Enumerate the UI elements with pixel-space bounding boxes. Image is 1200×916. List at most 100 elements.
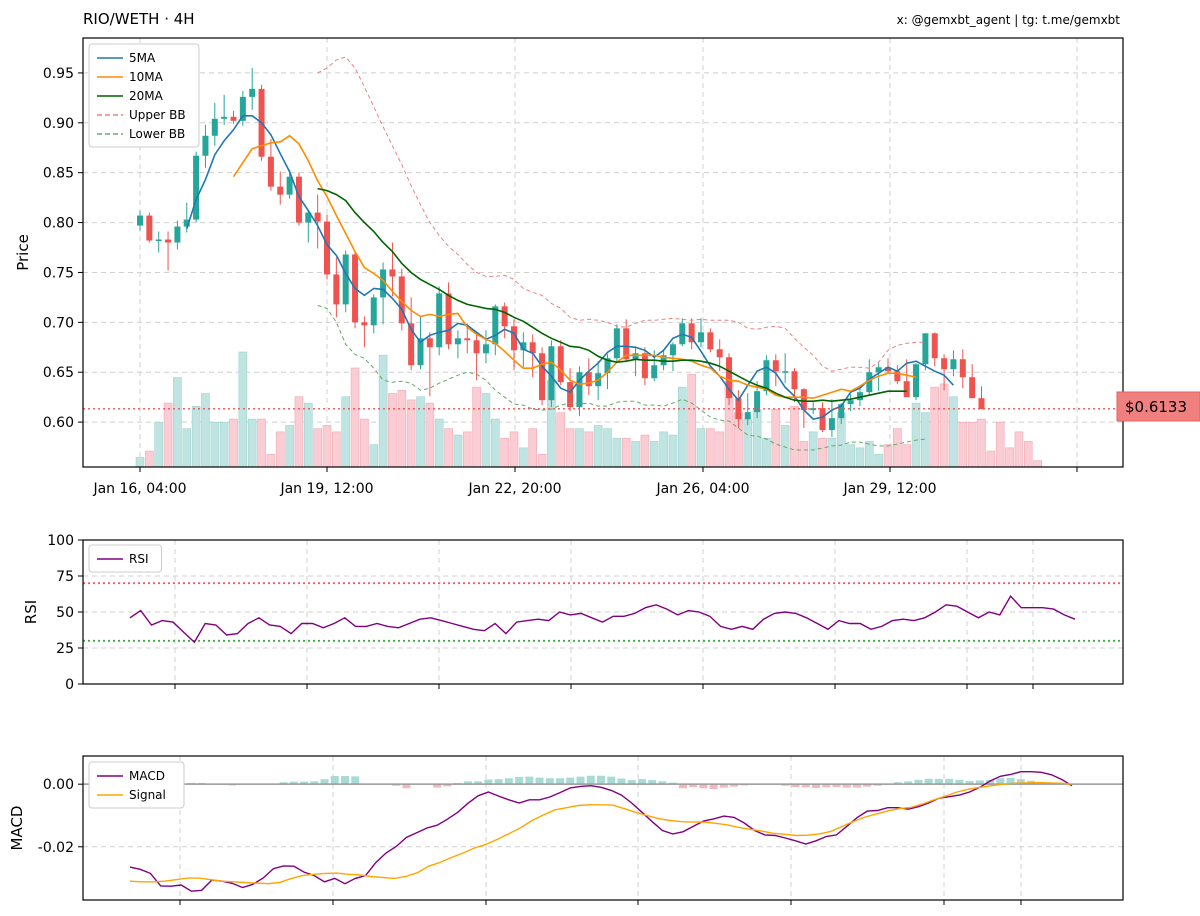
rsi-frame	[82, 539, 1124, 685]
candle-body	[585, 372, 592, 387]
volume-bar	[846, 444, 855, 468]
volume-bar	[659, 431, 668, 468]
macd-histogram-bar	[351, 776, 360, 785]
macd-histogram-bar	[320, 779, 329, 785]
volume-bar	[472, 386, 481, 468]
rsi-ytick-label-2: 50	[56, 605, 74, 621]
candle-body	[613, 328, 620, 359]
macd-histogram-bar	[289, 781, 298, 785]
candle-body	[922, 333, 929, 365]
candle-body	[520, 342, 527, 351]
macd-histogram-bar	[791, 784, 800, 787]
volume-bar	[556, 412, 566, 468]
candle-body	[183, 219, 190, 227]
volume-bar	[388, 393, 397, 468]
price-ytick-label-3: 0.75	[43, 265, 74, 281]
candle-body	[137, 215, 143, 226]
volume-bar	[453, 434, 463, 468]
price-ytick-label-4: 0.80	[43, 216, 74, 232]
price-xtick-label-2: Jan 22, 20:00	[467, 481, 561, 497]
macd-histogram-bar	[535, 777, 544, 785]
volume-bar	[687, 374, 696, 468]
candle-body	[436, 293, 443, 348]
candle-body	[539, 353, 546, 401]
volume-bar	[939, 383, 949, 468]
candle-body	[716, 349, 723, 358]
macd-histogram-bar	[975, 780, 984, 785]
candle-body	[333, 274, 340, 305]
price-ytick-label-5: 0.85	[43, 166, 74, 182]
volume-bar	[500, 437, 509, 468]
volume-bar	[818, 437, 827, 468]
macd-histogram-bar	[576, 776, 585, 785]
candle-body	[249, 88, 256, 97]
volume-bar	[1005, 447, 1014, 468]
candle-body	[473, 340, 480, 354]
candle-body	[211, 118, 218, 136]
candle-body	[688, 323, 695, 343]
candle-body	[950, 359, 957, 370]
volume-bar	[565, 428, 575, 468]
volume-bar	[902, 444, 912, 468]
volume-bar	[425, 402, 435, 468]
macd-histogram-bar	[443, 784, 452, 787]
volume-bar	[163, 402, 173, 468]
macd-histogram-bar	[1006, 777, 1015, 785]
price-frame	[82, 37, 1124, 468]
price-legend-label-3: Upper BB	[129, 108, 186, 122]
volume-bar	[154, 421, 163, 468]
volume-bar	[378, 354, 388, 468]
macd-histogram-bar	[996, 778, 1005, 785]
series-line-5ma	[186, 115, 954, 420]
macd-histogram-bar	[607, 776, 616, 785]
macd-histogram-bar	[781, 784, 790, 786]
candle-body	[754, 391, 761, 413]
volume-bar	[1033, 460, 1042, 468]
candle-body	[230, 116, 237, 121]
volume-bar	[229, 418, 238, 468]
candle-body	[941, 358, 948, 370]
price-badge: $0.6133	[1116, 391, 1200, 422]
candle-body	[286, 176, 293, 195]
candle-body	[660, 355, 667, 366]
candle-body	[903, 381, 910, 398]
candle-body	[380, 269, 387, 298]
macd-histogram-bar	[873, 784, 882, 786]
volume-bar	[631, 441, 640, 468]
volume-bar	[995, 421, 1005, 468]
macd-histogram-bar	[586, 775, 595, 785]
price-legend	[88, 43, 200, 148]
macd-histogram-bar	[689, 784, 698, 787]
macd-histogram-bar	[812, 784, 821, 788]
rsi-legend	[88, 544, 162, 573]
macd-histogram-bar	[474, 781, 483, 785]
macd-histogram-bar	[402, 784, 411, 789]
macd-histogram-bar	[852, 784, 861, 788]
macd-histogram-bar	[924, 778, 933, 785]
volume-bar	[509, 431, 519, 468]
volume-bar	[677, 386, 687, 468]
candle-body	[800, 389, 807, 411]
candle-body	[174, 226, 181, 243]
macd-histogram-bar	[709, 784, 718, 790]
candle-body	[314, 212, 321, 222]
volume-bar	[715, 431, 725, 468]
volume-bar	[603, 428, 612, 468]
macd-histogram-bar	[637, 779, 646, 785]
volume-bar	[864, 441, 874, 468]
volume-bar	[911, 402, 921, 468]
macd-legend	[88, 761, 185, 809]
candle-body	[146, 215, 153, 241]
candle-body	[501, 306, 508, 327]
series-line-signal	[129, 781, 1073, 885]
price-xtick-label-3: Jan 26, 04:00	[655, 481, 749, 497]
macd-histogram-bar	[965, 781, 974, 785]
volume-bar	[593, 425, 603, 468]
rsi-ytick-label-3: 75	[56, 569, 74, 585]
candle-body	[856, 392, 863, 401]
macd-histogram-bar	[699, 784, 708, 789]
candle-body	[482, 344, 489, 354]
price-legend-label-2: 20MA	[129, 89, 164, 103]
volume-bar	[612, 437, 622, 468]
